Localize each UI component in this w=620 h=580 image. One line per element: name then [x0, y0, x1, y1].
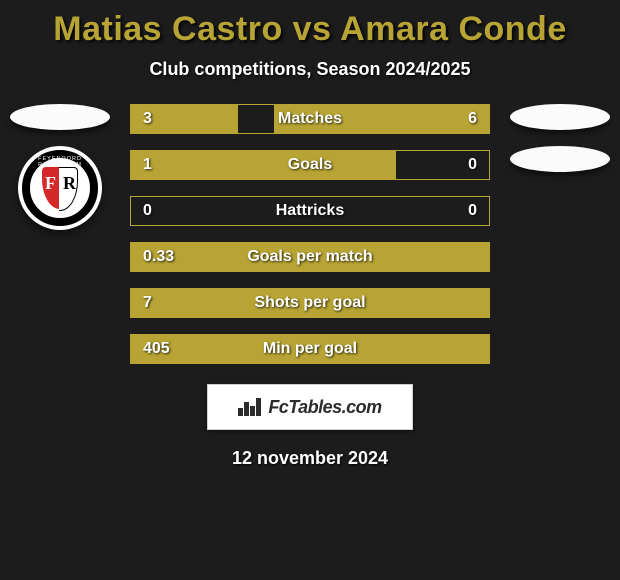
comparison-card: Matias Castro vs Amara Conde Club compet…: [0, 0, 620, 580]
stat-bar: 1Goals0: [130, 150, 490, 180]
stat-value-left: 1: [131, 156, 205, 174]
club-logo-feyenoord: F R: [18, 146, 102, 230]
source-badge[interactable]: FcTables.com: [207, 384, 413, 430]
left-player-column: F R: [0, 104, 120, 230]
subtitle: Club competitions, Season 2024/2025: [0, 59, 620, 80]
stat-value-right: 0: [415, 202, 489, 220]
stat-label: Goals: [205, 156, 415, 174]
stat-value-left: 405: [131, 340, 205, 358]
stat-value-left: 0.33: [131, 248, 205, 266]
source-text: FcTables.com: [268, 397, 381, 418]
stat-bar: 0.33Goals per match: [130, 242, 490, 272]
fctables-icon: [238, 398, 262, 416]
stat-label: Hattricks: [205, 202, 415, 220]
player-photo-placeholder: [510, 104, 610, 130]
right-player-column: [500, 104, 620, 172]
stat-label: Shots per goal: [205, 294, 415, 312]
page-title: Matias Castro vs Amara Conde: [0, 0, 620, 49]
stat-bar: 3Matches6: [130, 104, 490, 134]
stat-bar: 7Shots per goal: [130, 288, 490, 318]
stat-label: Min per goal: [205, 340, 415, 358]
content: F R 3Matches61Goals00Hattricks00.33Goals…: [0, 104, 620, 364]
stat-label: Goals per match: [205, 248, 415, 266]
stat-value-left: 3: [131, 110, 205, 128]
stat-value-right: 6: [415, 110, 489, 128]
stat-label: Matches: [205, 110, 415, 128]
club-logo-placeholder: [510, 146, 610, 172]
stat-bar: 0Hattricks0: [130, 196, 490, 226]
stat-bars: 3Matches61Goals00Hattricks00.33Goals per…: [130, 104, 490, 364]
date: 12 november 2024: [0, 448, 620, 469]
stat-value-left: 7: [131, 294, 205, 312]
player-photo-placeholder: [10, 104, 110, 130]
stat-value-left: 0: [131, 202, 205, 220]
stat-bar: 405Min per goal: [130, 334, 490, 364]
stat-value-right: 0: [415, 156, 489, 174]
